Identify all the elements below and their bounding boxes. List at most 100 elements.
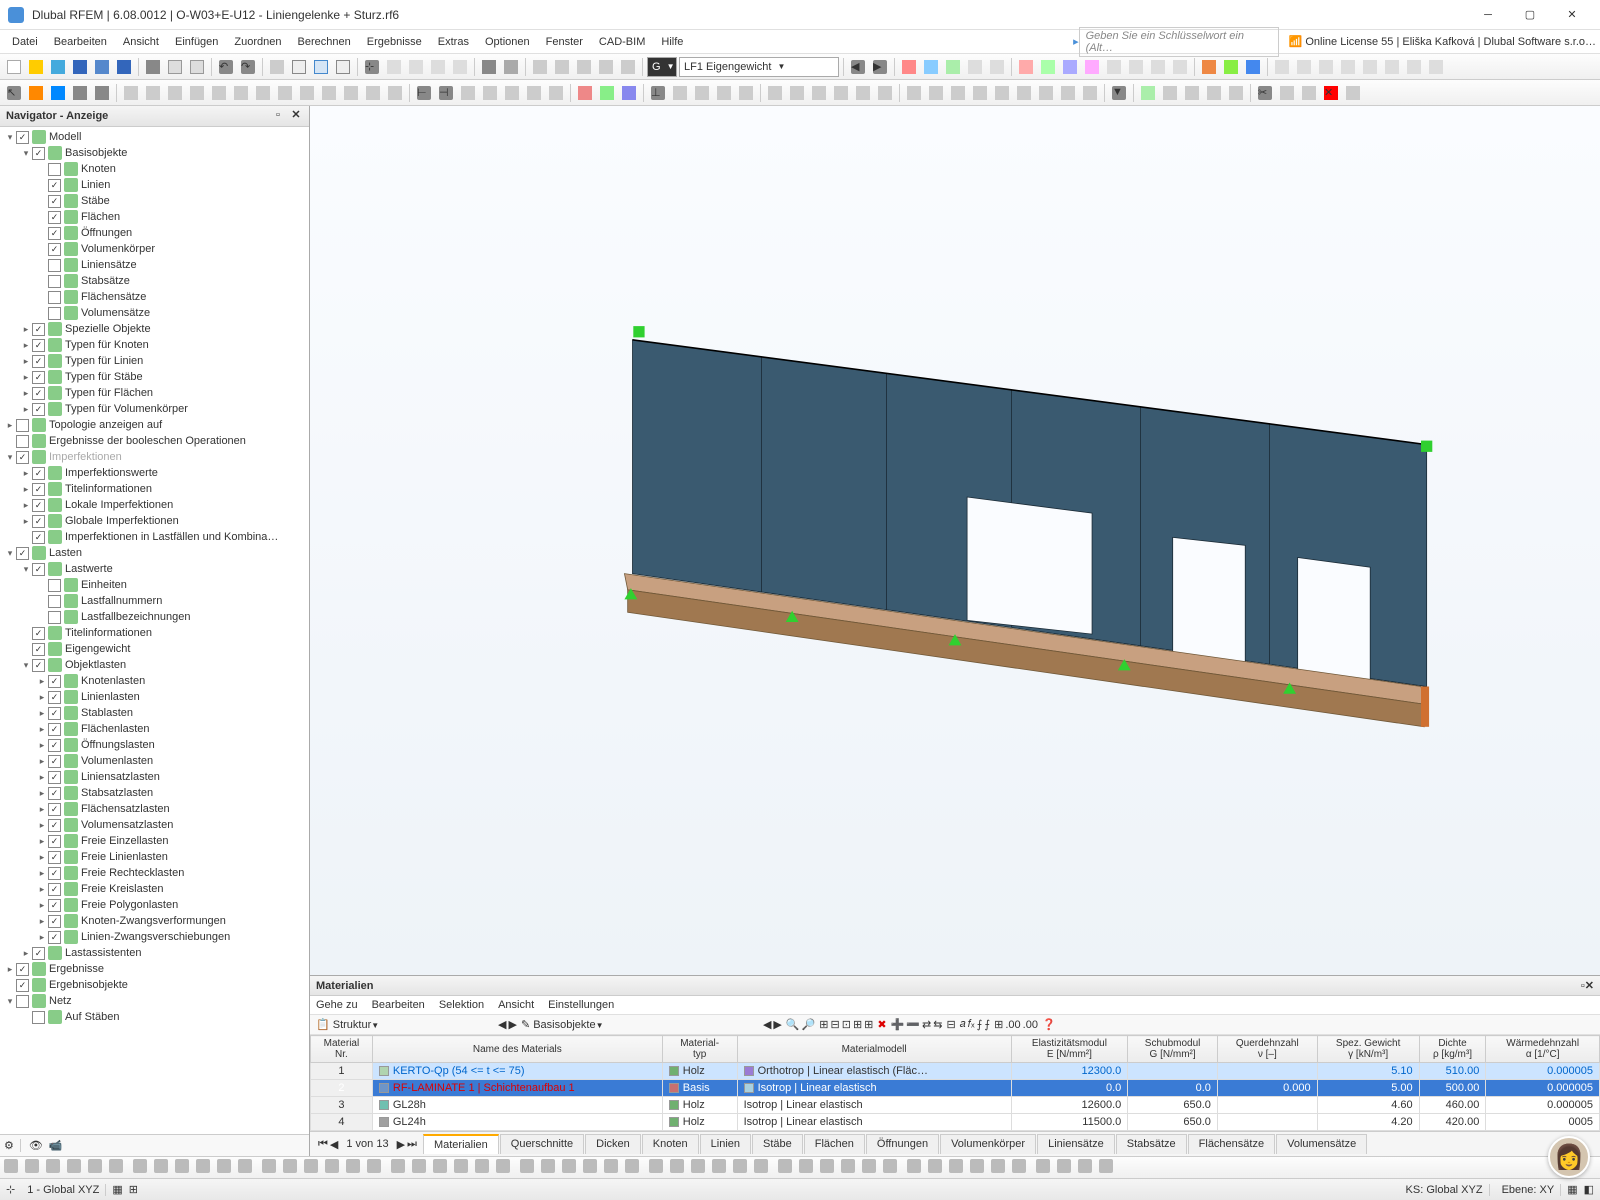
bp-menu-ansicht[interactable]: Ansicht [498,999,534,1011]
tree-item[interactable]: ▾Imperfektionen [0,449,309,465]
menu-ergebnisse[interactable]: Ergebnisse [359,33,430,51]
tree-item[interactable]: ▸Knoten-Zwangsverformungen [0,913,309,929]
saveall-icon[interactable] [92,57,112,77]
tree-item[interactable]: ▸Stablasten [0,705,309,721]
wp2-icon[interactable] [311,57,331,77]
b8-icon[interactable] [275,83,295,103]
b6-icon[interactable] [231,83,251,103]
bp-tool-icon[interactable]: ⊟ [831,1018,840,1031]
btool-icon[interactable] [412,1159,430,1177]
col-header[interactable]: SchubmodulG [N/mm²] [1128,1036,1218,1063]
tree-item[interactable]: Stabsätze [0,273,309,289]
i5-icon[interactable] [1226,83,1246,103]
bp-tool-icon[interactable]: ⊡ [842,1018,851,1031]
print-icon[interactable] [143,57,163,77]
tree-item[interactable]: ▸Linienlasten [0,689,309,705]
y4-icon[interactable] [1082,57,1102,77]
btool-icon[interactable] [712,1159,730,1177]
tree-item[interactable]: Eigengewicht [0,641,309,657]
tree-item[interactable]: ▸Freie Rechtecklasten [0,865,309,881]
bp-tool-icon[interactable]: ✖ [877,1018,886,1031]
tree-item[interactable]: ▸Globale Imperfektionen [0,513,309,529]
tab-linien[interactable]: Linien [700,1134,751,1154]
tab-stabsätze[interactable]: Stabsätze [1116,1134,1187,1154]
y3-icon[interactable] [1060,57,1080,77]
f1-icon[interactable] [765,83,785,103]
y8-icon[interactable] [1170,57,1190,77]
btool-icon[interactable] [1078,1159,1096,1177]
g2-icon[interactable] [926,83,946,103]
tree-item[interactable]: ▸Volumenlasten [0,753,309,769]
f4-icon[interactable] [831,83,851,103]
h1-icon[interactable]: ▼ [1109,83,1129,103]
btool-icon[interactable] [25,1159,43,1177]
next-icon[interactable]: ▶ [508,1018,516,1031]
btool-icon[interactable] [346,1159,364,1177]
ortho-toggle-icon[interactable]: ⊞ [129,1183,138,1196]
btool-icon[interactable] [733,1159,751,1177]
tree-item[interactable]: ▾Lasten [0,545,309,561]
settings-icon[interactable]: ⚙ [4,1139,14,1152]
bp-tool-icon[interactable]: 𝑎 [960,1018,966,1031]
btool-icon[interactable] [691,1159,709,1177]
next-page-icon[interactable]: ▶ [397,1138,405,1151]
tab-liniensätze[interactable]: Liniensätze [1037,1134,1115,1154]
eye-icon[interactable]: 👁 [20,1139,43,1152]
col-header[interactable]: Wärmedehnzahlα [1/°C] [1486,1036,1600,1063]
tree-item[interactable]: ▸Öffnungslasten [0,737,309,753]
tree-item[interactable]: ▾Basisobjekte [0,145,309,161]
bp-tool-icon[interactable]: ⇆ [933,1018,942,1031]
btool-icon[interactable] [541,1159,559,1177]
menu-berechnen[interactable]: Berechnen [290,33,359,51]
btool-icon[interactable] [325,1159,343,1177]
materials-table[interactable]: MaterialNr.Name des MaterialsMaterial-ty… [310,1035,1600,1131]
x1-icon[interactable] [899,57,919,77]
b11-icon[interactable] [341,83,361,103]
menu-optionen[interactable]: Optionen [477,33,538,51]
b13-icon[interactable] [385,83,405,103]
x3-icon[interactable] [943,57,963,77]
tree-item[interactable]: Imperfektionen in Lastfällen und Kombina… [0,529,309,545]
y5-icon[interactable] [1104,57,1124,77]
btool-icon[interactable] [583,1159,601,1177]
lf-badge[interactable]: G▼ [647,57,677,77]
bp-menu-bearbeiten[interactable]: Bearbeiten [372,999,425,1011]
maximize-button[interactable]: ▢ [1510,3,1550,27]
a1-icon[interactable] [26,83,46,103]
btool-icon[interactable] [991,1159,1009,1177]
btool-icon[interactable] [562,1159,580,1177]
tree-item[interactable]: Flächensätze [0,289,309,305]
wizard-icon[interactable] [48,57,68,77]
btool-icon[interactable] [1036,1159,1054,1177]
render1-icon[interactable] [479,57,499,77]
minimize-button[interactable]: ─ [1468,3,1508,27]
3d-viewport[interactable] [310,106,1600,975]
g6-icon[interactable] [1014,83,1034,103]
disp4-icon[interactable] [596,57,616,77]
btool-icon[interactable] [649,1159,667,1177]
tree-item[interactable]: ▸Spezielle Objekte [0,321,309,337]
loadcase-combo[interactable]: LF1 Eigengewicht▼ [679,57,839,77]
a3-icon[interactable] [70,83,90,103]
grid-icon[interactable] [267,57,287,77]
c4-icon[interactable] [480,83,500,103]
tab-volumensätze[interactable]: Volumensätze [1276,1134,1367,1154]
tree-item[interactable]: ▾Modell [0,129,309,145]
disp2-icon[interactable] [552,57,572,77]
btool-icon[interactable] [907,1159,925,1177]
close-panel-icon[interactable]: ✕ [289,109,303,123]
btool-icon[interactable] [1057,1159,1075,1177]
btool-icon[interactable] [778,1159,796,1177]
btool-icon[interactable] [1099,1159,1117,1177]
bp-tool-icon[interactable]: ⊞ [853,1018,862,1031]
next2-icon[interactable]: ▶ [773,1018,781,1031]
menu-hilfe[interactable]: Hilfe [653,33,691,51]
col-header[interactable]: Name des Materials [372,1036,662,1063]
w5-icon[interactable] [1360,57,1380,77]
g1-icon[interactable] [904,83,924,103]
next-icon[interactable]: ▶ [870,57,890,77]
btool-icon[interactable] [133,1159,151,1177]
tree-item[interactable]: ▸Imperfektionswerte [0,465,309,481]
btool-icon[interactable] [970,1159,988,1177]
menu-zuordnen[interactable]: Zuordnen [226,33,289,51]
